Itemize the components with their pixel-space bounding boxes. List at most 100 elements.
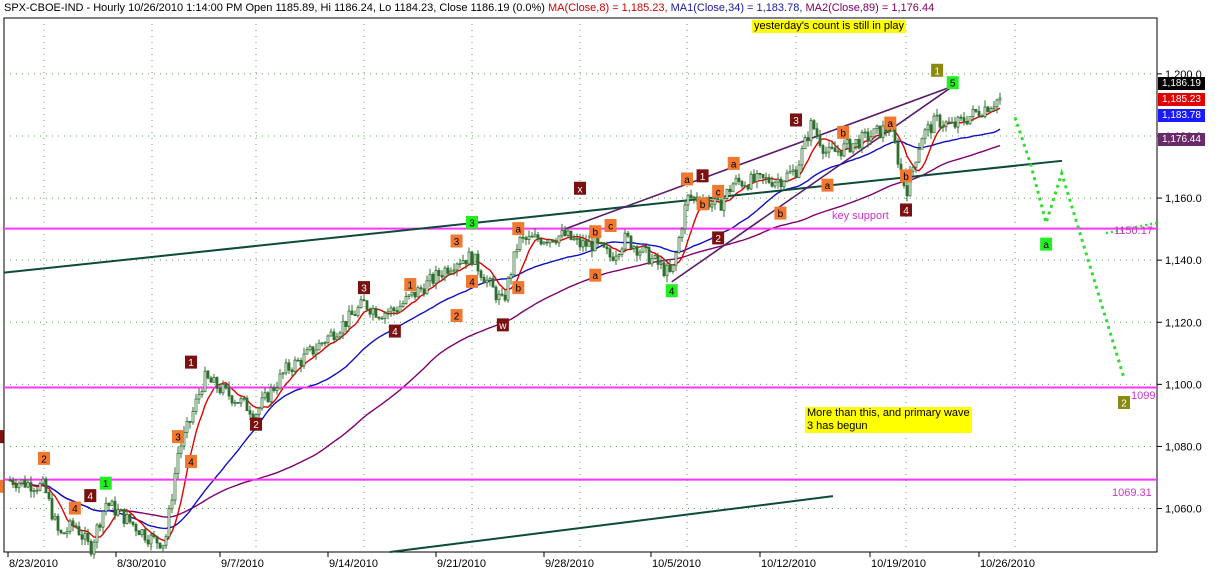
x-tick-label: 9/28/2010 xyxy=(545,558,594,570)
wave-labels: 22144134123412343wabxbac4ab1c2ab3abab415… xyxy=(0,63,1130,515)
price-bar-body xyxy=(866,131,870,142)
price-bar-body xyxy=(995,99,999,108)
price-bar-body xyxy=(731,183,735,193)
price-bar-body xyxy=(458,263,462,265)
price-bar-body xyxy=(134,524,138,532)
price-bar-body xyxy=(179,445,183,454)
price-bar-body xyxy=(947,121,951,124)
price-bar-body xyxy=(311,346,315,355)
wave-label-text: 1 xyxy=(700,172,706,183)
wave-label-text: 2 xyxy=(1121,398,1127,409)
flag-close: 1,186.19 xyxy=(1158,77,1205,90)
price-bar-body xyxy=(497,293,501,301)
price-bar-body xyxy=(824,151,828,154)
price-bar-body xyxy=(977,110,981,117)
price-bar-body xyxy=(452,269,456,272)
wave-label-text: b xyxy=(840,128,846,139)
price-bar-body xyxy=(650,258,654,265)
price-bar-body xyxy=(683,204,687,230)
wave-label-text: a xyxy=(684,175,690,186)
price-bar-body xyxy=(944,121,948,127)
price-bar-body xyxy=(641,246,645,253)
wave-label-box xyxy=(450,234,463,248)
price-bar-body xyxy=(677,237,681,254)
price-bar-body xyxy=(479,270,483,278)
price-bar-body xyxy=(956,116,960,128)
price-bar-body xyxy=(611,256,615,261)
price-bar-body xyxy=(416,287,420,298)
price-bar-body xyxy=(593,236,597,252)
price-bar-body xyxy=(116,509,120,516)
wave-label-text: 1 xyxy=(934,66,940,77)
wave-label-text: 1 xyxy=(103,479,109,490)
price-bar-body xyxy=(653,255,657,259)
wave-label-text: 3 xyxy=(469,218,475,229)
note-primary-line2: 3 has begun xyxy=(807,420,868,432)
price-bar-body xyxy=(173,473,177,501)
price-bar-body xyxy=(8,479,12,482)
price-bar-body xyxy=(251,413,255,419)
price-bar-body xyxy=(992,106,996,109)
wave-label-box xyxy=(946,76,959,90)
wave-label-text: 4 xyxy=(72,504,78,515)
price-bar-body xyxy=(809,120,813,142)
price-bar-body xyxy=(359,299,363,309)
price-bar-body xyxy=(533,234,537,238)
price-bar-body xyxy=(44,478,48,493)
price-bar-body xyxy=(62,532,66,535)
wave-label-box xyxy=(727,156,740,170)
price-bar-body xyxy=(83,532,87,540)
price-bar-body xyxy=(989,108,993,113)
flag-ma89: 1,176.44 xyxy=(1158,133,1205,146)
price-bar-body xyxy=(935,114,939,117)
wave-label-box xyxy=(250,417,262,431)
price-bar-body xyxy=(425,280,429,295)
price-bar-body xyxy=(968,116,972,125)
price-bar-body xyxy=(713,198,717,205)
price-bar-body xyxy=(896,142,900,165)
price-bar-body xyxy=(143,529,147,541)
wave-label-box xyxy=(512,222,525,236)
price-bars xyxy=(8,92,1002,559)
price-bar-body xyxy=(716,198,720,201)
price-bar-body xyxy=(398,305,402,313)
price-bar-body xyxy=(401,302,405,307)
price-bar-body xyxy=(107,502,111,506)
price-bar-body xyxy=(305,349,309,355)
price-bar-body xyxy=(680,228,684,239)
wave-label-text: a xyxy=(1043,240,1049,251)
price-bar-body xyxy=(761,173,765,179)
price-bar-body xyxy=(587,241,591,247)
wave-label-box xyxy=(99,476,112,490)
price-bar-body xyxy=(509,274,513,279)
price-bar-body xyxy=(80,534,84,540)
price-bar-body xyxy=(467,251,471,265)
price-bar-body xyxy=(581,240,585,248)
price-bar-body xyxy=(821,145,825,154)
price-bar-body xyxy=(815,128,819,136)
level-label-1099: 1099 xyxy=(1131,390,1156,402)
price-bar-body xyxy=(788,171,792,174)
wave-label-box xyxy=(774,206,787,220)
price-bar-body xyxy=(161,544,165,549)
wave-label-text: a xyxy=(593,271,599,282)
price-bar-body xyxy=(98,524,102,528)
price-bar-body xyxy=(686,194,690,206)
wave-label-text: c xyxy=(608,222,613,233)
price-bar-body xyxy=(755,173,759,182)
price-bar-body xyxy=(797,164,801,178)
price-bar-body xyxy=(149,534,153,545)
price-bar-body xyxy=(461,260,465,264)
wave-label-box xyxy=(1118,395,1130,409)
price-bar-body xyxy=(89,540,93,555)
wave-label-box xyxy=(172,430,184,444)
wave-label-box xyxy=(185,454,197,468)
price-bar-body xyxy=(362,299,366,302)
y-tick-label: 1,120.0 xyxy=(1165,317,1202,329)
price-bar-body xyxy=(266,392,270,403)
price-bar-body xyxy=(557,235,561,244)
price-bar-body xyxy=(386,311,390,314)
price-bar-body xyxy=(320,342,324,345)
price-bar-body xyxy=(185,421,189,433)
